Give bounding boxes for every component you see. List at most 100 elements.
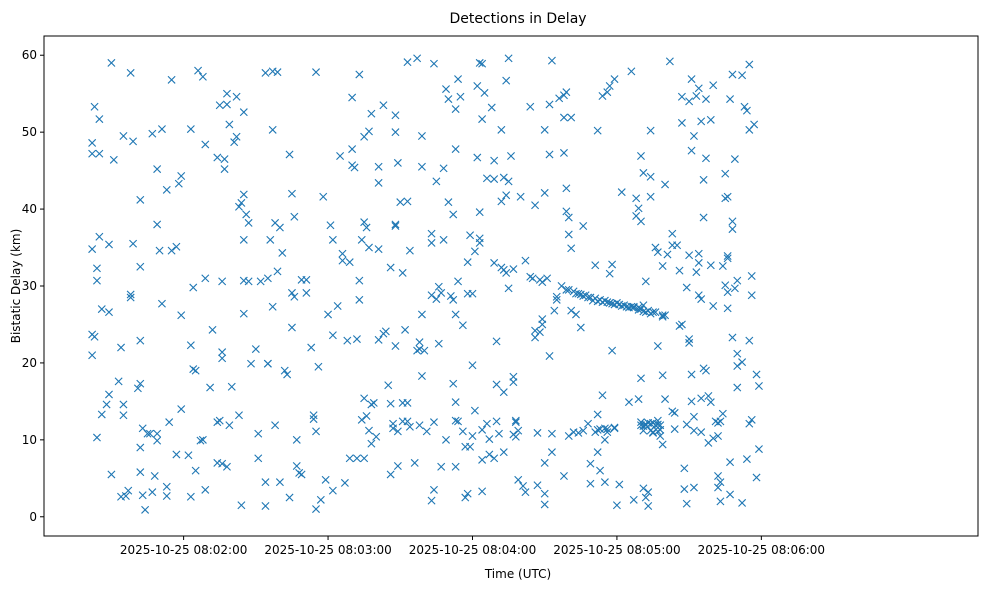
data-point	[552, 295, 561, 304]
data-point	[105, 240, 113, 249]
data-point	[124, 486, 133, 495]
data-point	[586, 479, 595, 488]
data-point	[637, 374, 645, 383]
data-point	[107, 58, 116, 67]
data-point	[641, 493, 650, 502]
data-point	[559, 472, 568, 480]
data-point	[355, 295, 364, 304]
y-tick-label: 50	[22, 125, 37, 139]
data-point	[191, 466, 200, 475]
data-point	[485, 450, 494, 459]
data-point	[360, 218, 369, 227]
data-point	[680, 464, 689, 473]
data-point	[119, 132, 128, 140]
data-point	[88, 351, 97, 360]
data-point	[244, 218, 253, 227]
data-point	[362, 412, 371, 420]
data-point	[434, 282, 443, 291]
data-point	[201, 140, 210, 149]
data-point	[138, 491, 147, 500]
data-point	[319, 192, 328, 201]
data-point	[218, 277, 227, 286]
data-point	[237, 198, 246, 207]
data-point	[328, 331, 337, 340]
data-point	[562, 88, 571, 97]
data-point	[714, 483, 723, 492]
data-point	[492, 380, 501, 389]
data-point	[740, 102, 749, 111]
data-point	[364, 127, 373, 136]
data-point	[745, 336, 754, 345]
data-point	[478, 455, 487, 464]
data-point	[451, 145, 460, 154]
data-point	[446, 292, 455, 300]
data-point	[133, 384, 142, 393]
data-point	[338, 249, 347, 258]
data-point	[468, 289, 477, 298]
data-point	[321, 475, 330, 484]
data-point	[470, 406, 479, 415]
data-point	[222, 462, 231, 471]
data-point	[482, 419, 491, 428]
data-point	[449, 379, 458, 388]
data-point	[733, 362, 742, 370]
data-point	[670, 425, 679, 434]
data-point	[427, 496, 436, 505]
data-point	[723, 192, 732, 201]
data-point	[468, 361, 477, 370]
data-point	[726, 95, 735, 104]
data-point	[136, 468, 145, 477]
data-point	[499, 448, 508, 457]
data-point	[742, 455, 751, 464]
data-point	[413, 54, 422, 63]
data-point	[456, 92, 465, 101]
data-point	[263, 359, 272, 368]
data-point	[302, 275, 311, 284]
data-point	[114, 377, 123, 386]
data-point	[458, 321, 467, 330]
data-point	[562, 184, 571, 193]
data-point	[540, 458, 549, 467]
data-point	[391, 111, 400, 120]
data-point	[478, 487, 487, 496]
data-point	[117, 343, 126, 352]
data-point	[499, 388, 508, 397]
data-point	[559, 113, 568, 122]
data-point	[673, 241, 682, 250]
data-point	[136, 262, 145, 271]
data-point	[177, 311, 186, 320]
data-point	[429, 59, 438, 68]
data-point	[661, 180, 670, 189]
data-point	[721, 194, 730, 203]
data-point	[251, 345, 260, 354]
data-point	[687, 397, 696, 406]
data-point	[437, 462, 446, 471]
data-point	[136, 336, 145, 345]
data-point	[451, 462, 460, 471]
data-point	[646, 172, 655, 181]
data-point	[593, 410, 602, 419]
data-point	[603, 425, 612, 434]
data-point	[442, 435, 450, 444]
data-point	[540, 188, 549, 197]
data-point	[547, 56, 556, 65]
data-point	[410, 458, 419, 467]
data-point	[718, 409, 727, 418]
data-point	[644, 502, 653, 510]
data-point	[482, 174, 491, 183]
data-point	[653, 427, 662, 436]
data-point	[463, 489, 472, 498]
data-point	[95, 115, 104, 124]
data-point	[692, 92, 701, 100]
data-point	[314, 362, 323, 371]
data-point	[357, 415, 366, 424]
data-point	[487, 103, 496, 112]
data-point	[641, 277, 650, 286]
data-point	[689, 483, 698, 492]
data-point	[213, 418, 222, 427]
data-point	[665, 57, 674, 66]
data-point	[651, 243, 660, 252]
data-point	[634, 204, 643, 213]
data-point	[646, 192, 655, 201]
